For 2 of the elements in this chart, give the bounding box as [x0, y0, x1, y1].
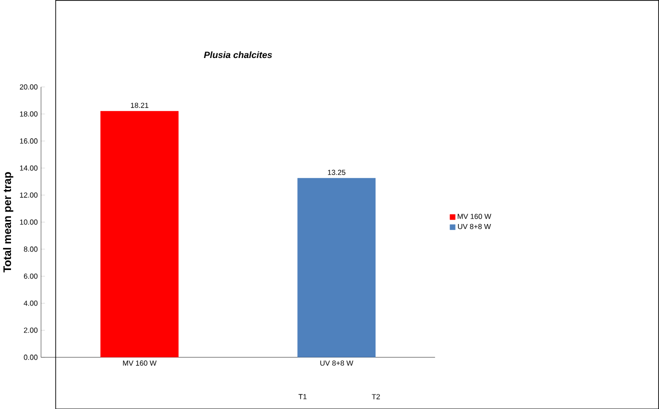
chart-title: Plusia chalcites: [204, 51, 272, 58]
y-axis-title: Total mean per trap: [3, 172, 14, 272]
